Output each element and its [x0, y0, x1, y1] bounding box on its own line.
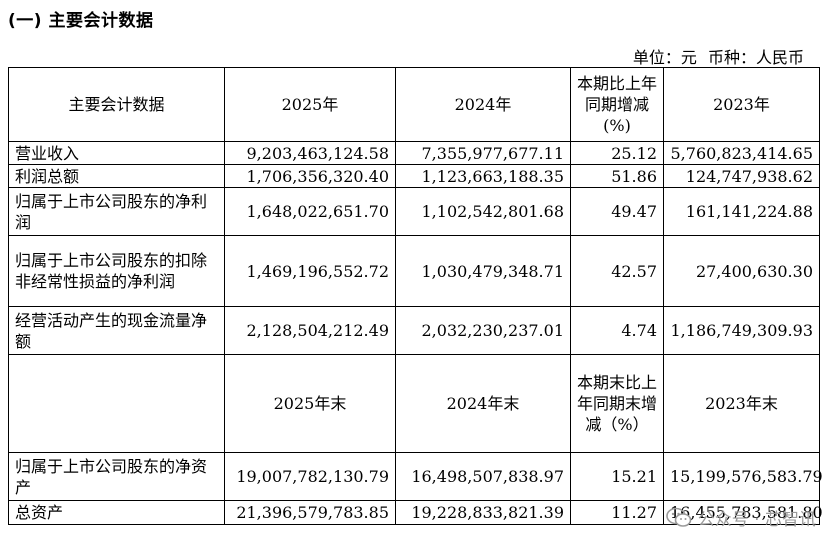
row-label: 归属于上市公司股东的净利润: [8, 187, 225, 236]
value-2025: 19,007,782,130.79: [224, 452, 396, 501]
table-row: 归属于上市公司股东的净利润 1,648,022,651.70 1,102,542…: [8, 187, 820, 236]
table-header-row: 2025年末 2024年末 本期末比上年同期末增减（%） 2023年末: [8, 354, 820, 453]
value-2025: 1,706,356,320.40: [224, 164, 396, 188]
row-label: 总资产: [8, 500, 225, 525]
table-row: 归属于上市公司股东的扣除非经常性损益的净利润 1,469,196,552.72 …: [8, 235, 820, 307]
table-row: 利润总额 1,706,356,320.40 1,123,663,188.35 5…: [8, 164, 820, 188]
value-2024: 16,498,507,838.97: [395, 452, 571, 501]
change-pct: 51.86: [570, 164, 664, 188]
change-pct: 11.27: [570, 500, 664, 525]
header-cell: [8, 354, 225, 453]
value-2023: 15,199,576,583.79: [663, 452, 823, 501]
header-cell: 主要会计数据: [8, 67, 225, 142]
value-2025: 1,648,022,651.70: [224, 187, 396, 236]
value-2024: 1,030,479,348.71: [395, 235, 571, 307]
section-heading: (一) 主要会计数据: [8, 11, 154, 31]
watermark-text: 公众号 · 芯智讯: [697, 510, 816, 530]
table-row: 经营活动产生的现金流量净额 2,128,504,212.49 2,032,230…: [8, 306, 820, 355]
header-cell: 2025年: [224, 67, 396, 142]
row-label: 利润总额: [8, 164, 225, 188]
row-label: 归属于上市公司股东的净资产: [8, 452, 225, 501]
header-cell: 2024年: [395, 67, 571, 142]
table-header-row: 主要会计数据 2025年 2024年 本期比上年同期增减(%) 2023年: [8, 67, 820, 142]
row-label: 经营活动产生的现金流量净额: [8, 306, 225, 355]
value-2024: 1,102,542,801.68: [395, 187, 571, 236]
change-pct: 42.57: [570, 235, 664, 307]
header-cell: 2024年末: [395, 354, 571, 453]
value-2025: 1,469,196,552.72: [224, 235, 396, 307]
header-cell: 本期比上年同期增减(%): [570, 67, 664, 142]
accounting-data-table: 主要会计数据 2025年 2024年 本期比上年同期增减(%) 2023年 营业…: [8, 67, 823, 525]
watermark: 公众号 · 芯智讯: [665, 505, 816, 530]
value-2025: 2,128,504,212.49: [224, 306, 396, 355]
value-2023: 161,141,224.88: [663, 187, 820, 236]
change-pct: 4.74: [570, 306, 664, 355]
unit-label: 单位：元: [632, 48, 697, 67]
table-row: 营业收入 9,203,463,124.58 7,355,977,677.11 2…: [8, 141, 820, 165]
wechat-icon: [665, 507, 692, 529]
header-cell: 2023年末: [663, 354, 820, 453]
change-pct: 49.47: [570, 187, 664, 236]
row-label: 归属于上市公司股东的扣除非经常性损益的净利润: [8, 235, 225, 307]
value-2025: 21,396,579,783.85: [224, 500, 396, 525]
row-label: 营业收入: [8, 141, 225, 165]
header-cell: 2025年末: [224, 354, 396, 453]
change-pct: 25.12: [570, 141, 664, 165]
value-2023: 124,747,938.62: [663, 164, 820, 188]
value-2023: 1,186,749,309.93: [663, 306, 820, 355]
header-cell: 本期末比上年同期末增减（%）: [570, 354, 664, 453]
value-2025: 9,203,463,124.58: [224, 141, 396, 165]
table-row: 归属于上市公司股东的净资产 19,007,782,130.79 16,498,5…: [8, 452, 823, 501]
currency-label: 币种：人民币: [707, 48, 804, 67]
value-2024: 7,355,977,677.11: [395, 141, 571, 165]
value-2023: 5,760,823,414.65: [663, 141, 820, 165]
change-pct: 15.21: [570, 452, 664, 501]
unit-line: 单位：元 币种：人民币: [627, 44, 804, 68]
value-2023: 27,400,630.30: [663, 235, 820, 307]
value-2024: 2,032,230,237.01: [395, 306, 571, 355]
value-2024: 19,228,833,821.39: [395, 500, 571, 525]
header-cell: 2023年: [663, 67, 820, 142]
value-2024: 1,123,663,188.35: [395, 164, 571, 188]
